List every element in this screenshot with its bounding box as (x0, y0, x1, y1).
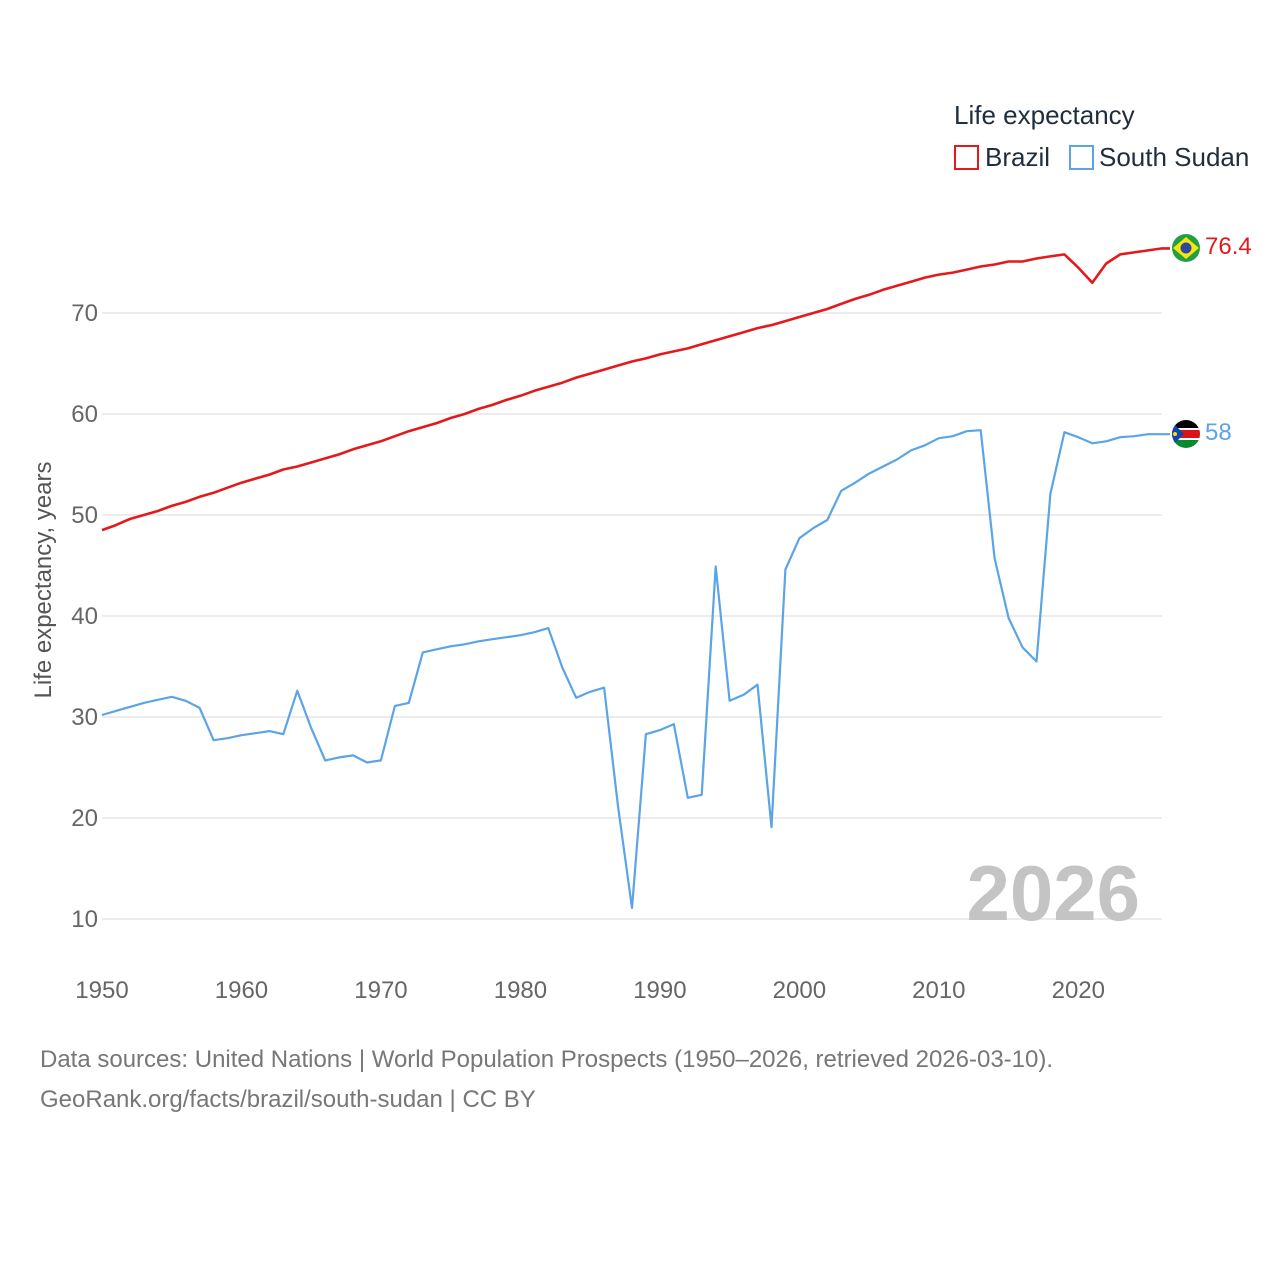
legend-swatch-south-sudan (1069, 145, 1094, 170)
x-tick-label: 1950 (75, 977, 128, 1004)
y-tick-label: 60 (71, 401, 98, 428)
series-line-brazil[interactable] (101, 247, 1170, 532)
x-tick-label: 1990 (633, 977, 686, 1004)
legend-label-brazil: Brazil (985, 142, 1050, 172)
x-tick-label: 1970 (354, 977, 407, 1004)
end-label-south-sudan: 58 (1205, 419, 1232, 446)
legend-swatch-brazil (954, 145, 979, 170)
x-tick-label: 1960 (215, 977, 268, 1004)
legend-title: Life expectancy (954, 100, 1135, 130)
legend-item-brazil[interactable]: Brazil (954, 142, 1050, 172)
series-line-south-sudan[interactable] (101, 429, 1170, 910)
series-lines (101, 247, 1170, 910)
y-tick-label: 40 (71, 603, 98, 630)
current-year-watermark: 2026 (966, 849, 1140, 937)
y-axis-ticks: 10 20 30 40 50 60 70 (71, 300, 98, 933)
legend-item-south-sudan[interactable]: South Sudan (1069, 142, 1249, 172)
data-source-text: Data sources: United Nations | World Pop… (40, 1046, 1054, 1073)
y-tick-label: 20 (71, 805, 98, 832)
brazil-flag-icon (1172, 234, 1200, 262)
y-tick-label: 30 (71, 704, 98, 731)
x-axis-ticks: 1950 1960 1970 1980 1990 2000 2010 2020 (75, 977, 1105, 1004)
y-tick-label: 10 (71, 906, 98, 933)
x-tick-label: 1980 (494, 977, 547, 1004)
end-label-brazil: 76.4 (1205, 233, 1252, 260)
x-tick-label: 2020 (1052, 977, 1105, 1004)
gridlines (102, 312, 1162, 920)
y-tick-label: 50 (71, 502, 98, 529)
x-tick-label: 2000 (773, 977, 826, 1004)
legend: Life expectancy Brazil South Sudan (954, 100, 1249, 172)
south-sudan-flag-icon (1172, 420, 1200, 448)
attribution-url[interactable]: GeoRank.org/facts/brazil/south-sudan | C… (40, 1086, 536, 1113)
y-axis-title: Life expectancy, years (30, 461, 57, 698)
x-tick-label: 2010 (912, 977, 965, 1004)
source-footer: Data sources: United Nations | World Pop… (40, 1040, 1240, 1120)
y-tick-label: 70 (71, 300, 98, 327)
legend-label-south-sudan: South Sudan (1099, 142, 1249, 172)
